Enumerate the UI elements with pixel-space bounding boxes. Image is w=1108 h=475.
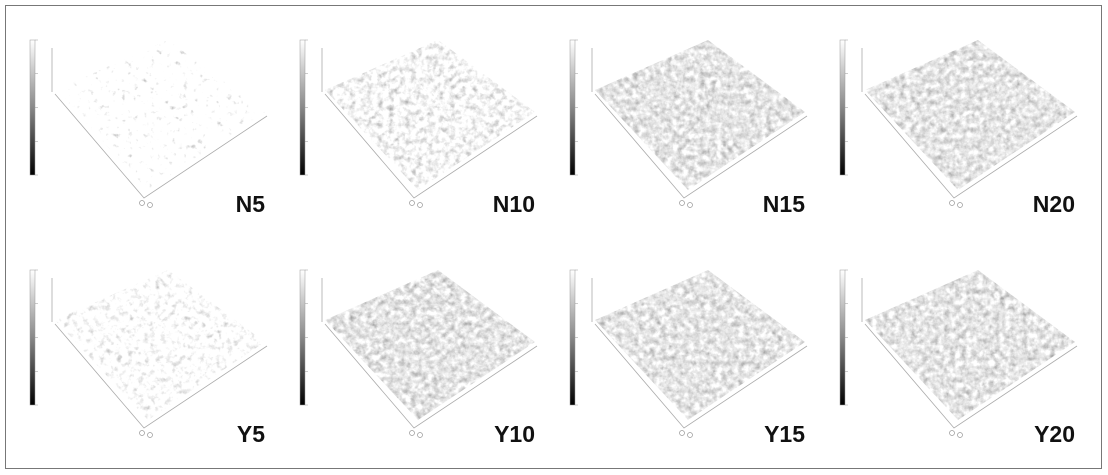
color-bar — [30, 270, 35, 405]
panel: Y5 — [30, 265, 270, 447]
axis-origin — [950, 201, 955, 206]
axis-origin — [140, 201, 145, 206]
surface-image — [320, 35, 540, 195]
color-bar — [30, 40, 35, 175]
color-bar — [300, 270, 305, 405]
panel: N5 — [30, 35, 270, 217]
color-bar — [570, 40, 575, 175]
panel: Y15 — [570, 265, 810, 447]
axis-origin — [418, 433, 423, 438]
color-bar — [570, 270, 575, 405]
axis-origin — [148, 203, 153, 208]
panel-label: N20 — [1033, 191, 1075, 217]
panel-label: Y20 — [1034, 421, 1075, 447]
panel-label: N15 — [763, 191, 805, 217]
axis-origin — [140, 431, 145, 436]
color-bar — [840, 270, 845, 405]
axis-origin — [958, 433, 963, 438]
axis-origin — [680, 431, 685, 436]
color-bar — [300, 40, 305, 175]
surface-image — [320, 265, 540, 425]
surface-image — [50, 35, 270, 195]
panel-label: Y5 — [237, 421, 265, 447]
axis-origin — [688, 203, 693, 208]
figure: N5 N10 N15 N20 Y5 Y10 Y15 Y20 — [0, 0, 1108, 475]
panel-label: N10 — [493, 191, 535, 217]
axis-origin — [418, 203, 423, 208]
surface-image — [590, 265, 810, 425]
panel-label: Y10 — [494, 421, 535, 447]
axis-origin — [688, 433, 693, 438]
axis-origin — [680, 201, 685, 206]
panel: N20 — [840, 35, 1080, 217]
panel: N15 — [570, 35, 810, 217]
color-bar — [840, 40, 845, 175]
surface-image — [860, 35, 1080, 195]
panel-label: N5 — [236, 191, 266, 217]
axis-origin — [950, 431, 955, 436]
axis-origin — [958, 203, 963, 208]
panel: N10 — [300, 35, 540, 217]
surface-image — [860, 265, 1080, 425]
panel: Y10 — [300, 265, 540, 447]
axis-origin — [410, 431, 415, 436]
surface-image — [590, 35, 810, 195]
panel: Y20 — [840, 265, 1080, 447]
surface-image — [50, 265, 270, 425]
panel-label: Y15 — [764, 421, 805, 447]
axis-origin — [410, 201, 415, 206]
axis-origin — [148, 433, 153, 438]
